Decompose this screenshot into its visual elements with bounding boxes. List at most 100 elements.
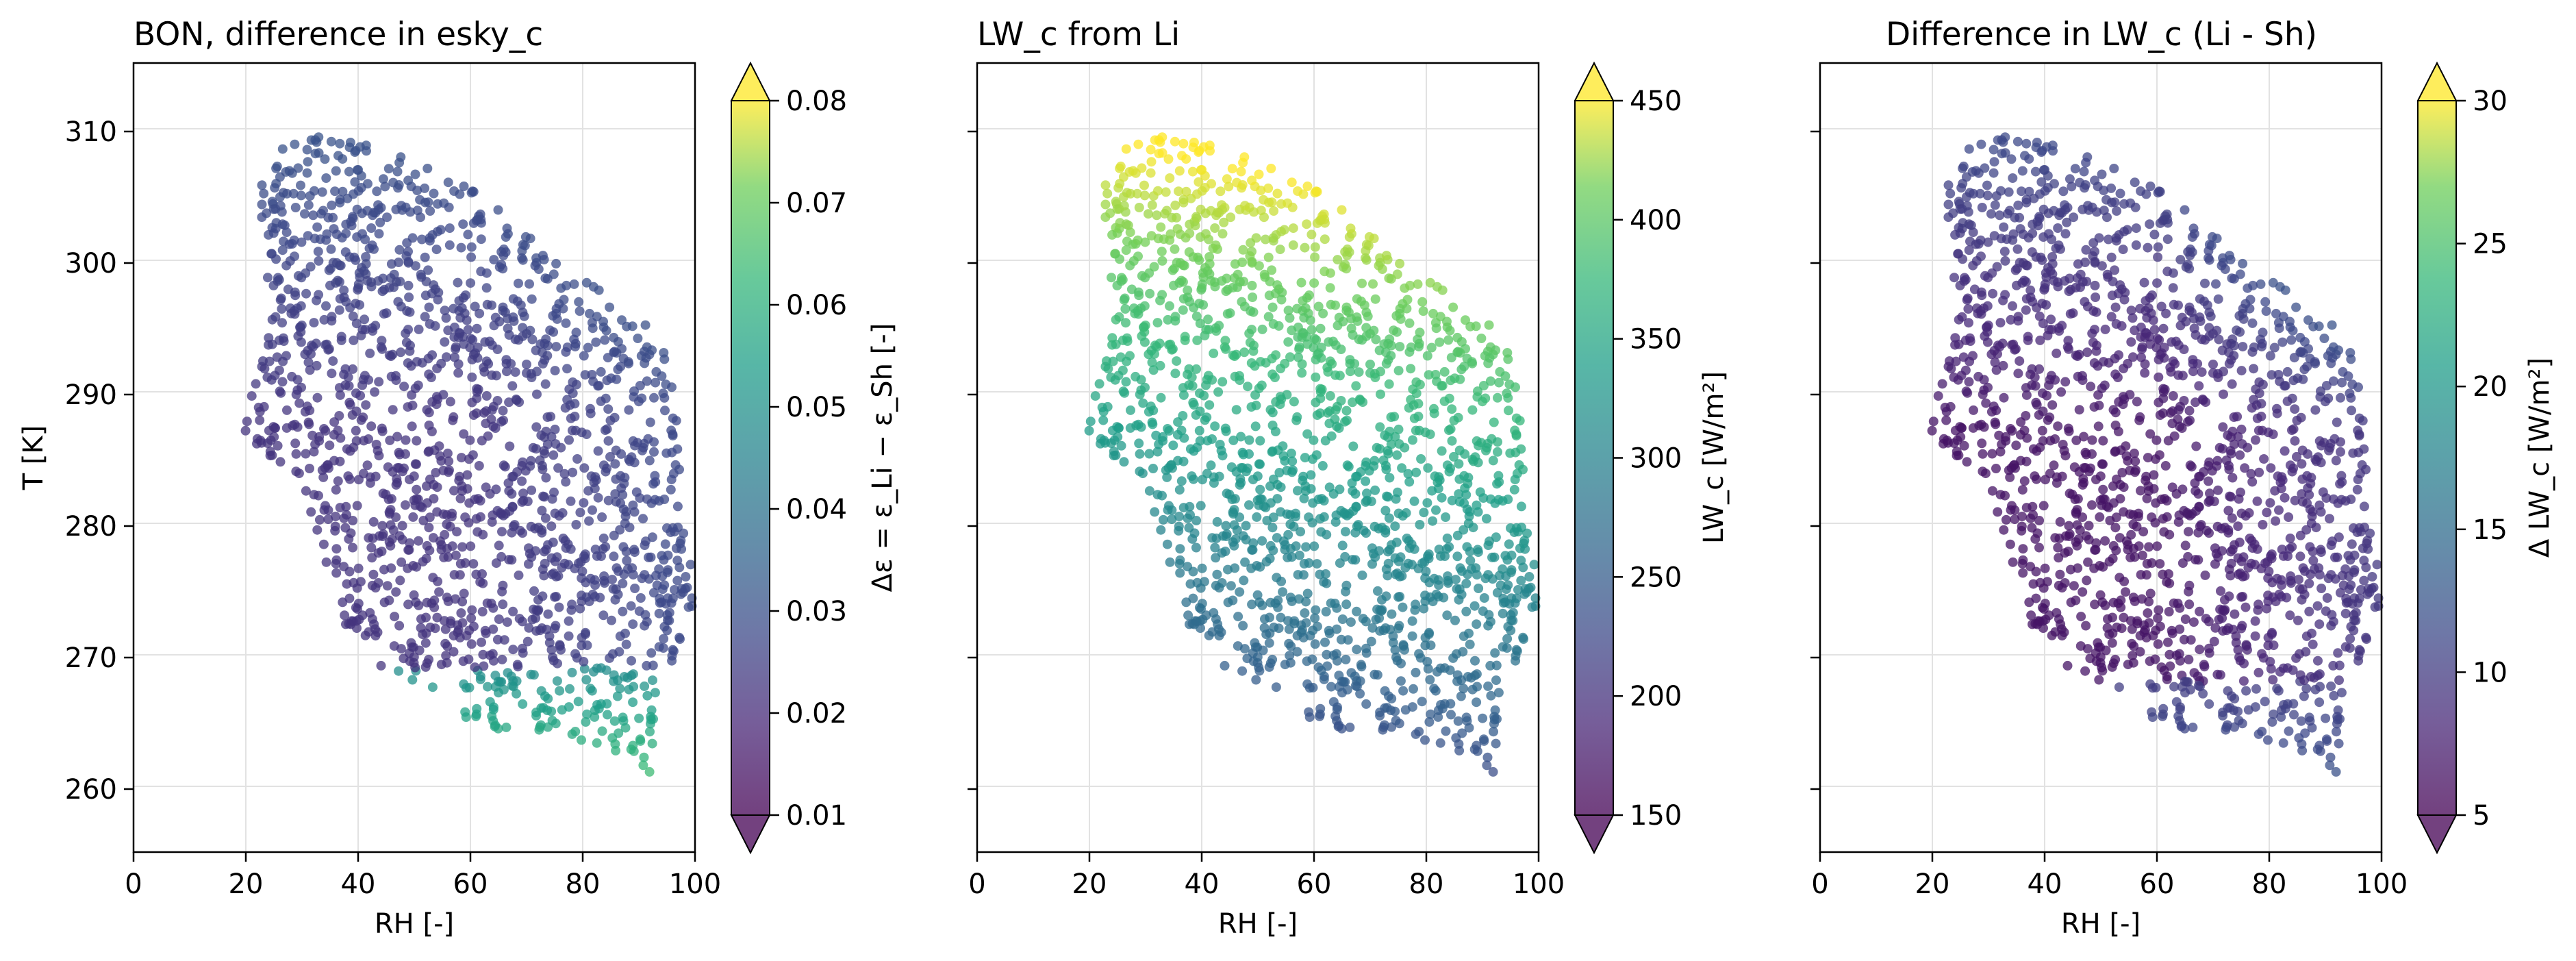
scatter-point <box>1449 415 1459 425</box>
scatter-point <box>1506 550 1517 560</box>
scatter-point <box>391 371 401 381</box>
scatter-point <box>666 484 676 495</box>
scatter-point <box>2322 736 2332 746</box>
scatter-point <box>2051 348 2062 358</box>
scatter-point <box>313 247 323 257</box>
scatter-point <box>2247 318 2258 328</box>
scatter-point <box>1459 631 1469 641</box>
scatter-point <box>2008 173 2018 183</box>
scatter-point <box>2023 335 2033 345</box>
scatter-point <box>1252 652 1263 662</box>
scatter-point <box>1949 372 1959 382</box>
scatter-point <box>403 247 413 257</box>
scatter-point <box>1435 738 1445 748</box>
scatter-point <box>2189 323 2199 334</box>
scatter-point <box>532 389 542 399</box>
scatter-point <box>2084 521 2094 531</box>
scatter-point <box>507 502 518 512</box>
scatter-point <box>2234 652 2244 662</box>
scatter-point <box>2164 649 2175 660</box>
scatter-point <box>1156 525 1166 535</box>
scatter-point <box>2333 648 2343 658</box>
scatter-point <box>579 664 590 674</box>
scatter-point <box>2204 308 2214 318</box>
scatter-point <box>2226 355 2236 365</box>
scatter-point <box>529 586 539 596</box>
scatter-point <box>2069 462 2080 472</box>
scatter-point <box>2353 475 2363 485</box>
scatter-point <box>581 429 592 439</box>
scatter-point <box>383 495 394 504</box>
scatter-point <box>1482 514 1491 524</box>
scatter-point <box>1407 616 1417 626</box>
scatter-point <box>1411 425 1421 436</box>
scatter-point <box>612 691 622 701</box>
scatter-point <box>1285 313 1295 323</box>
scatter-point <box>2008 339 2019 349</box>
scatter-point <box>1302 588 1313 599</box>
scatter-point <box>1463 473 1474 483</box>
scatter-point <box>1238 531 1248 541</box>
scatter-point <box>1172 212 1182 223</box>
scatter-point <box>401 435 411 445</box>
scatter-point <box>1381 591 1391 601</box>
scatter-point <box>1162 472 1172 482</box>
colorbar-label: Δ LW_c [W/m²] <box>2524 358 2555 558</box>
scatter-point <box>2107 638 2117 648</box>
scatter-point <box>1447 436 1457 446</box>
scatter-point <box>442 510 452 520</box>
scatter-point <box>431 468 441 477</box>
scatter-point <box>2015 212 2025 223</box>
scatter-point <box>2088 306 2099 316</box>
scatter-point <box>2256 399 2266 409</box>
scatter-point <box>1521 587 1532 597</box>
scatter-point <box>2190 486 2201 496</box>
scatter-point <box>1310 613 1320 623</box>
scatter-point <box>1162 539 1172 549</box>
scatter-point <box>483 682 493 692</box>
scatter-point <box>585 573 596 584</box>
scatter-point <box>2210 559 2220 569</box>
scatter-point <box>639 752 649 762</box>
scatter-point <box>425 233 435 243</box>
scatter-point <box>2326 570 2336 580</box>
scatter-point <box>2238 258 2248 269</box>
scatter-point <box>1192 335 1202 345</box>
scatter-point <box>2060 578 2070 588</box>
scatter-point <box>646 648 657 658</box>
scatter-point <box>1201 610 1211 621</box>
scatter-point <box>1384 273 1394 284</box>
scatter-point <box>465 435 475 445</box>
colorbar-gradient <box>731 100 770 816</box>
scatter-point <box>412 436 422 446</box>
scatter-point <box>463 325 473 335</box>
scatter-point <box>2154 605 2164 615</box>
scatter-point <box>464 498 475 508</box>
scatter-point <box>667 656 677 666</box>
scatter-point <box>396 557 407 567</box>
scatter-point <box>2034 213 2045 223</box>
scatter-point <box>472 387 482 397</box>
scatter-point <box>501 232 511 242</box>
scatter-point <box>294 469 304 479</box>
scatter-point <box>2153 242 2163 252</box>
scatter-point <box>508 521 518 532</box>
scatter-point <box>2332 712 2343 722</box>
scatter-point <box>2036 177 2047 187</box>
scatter-point <box>2086 382 2096 392</box>
scatter-point <box>2137 342 2147 352</box>
scatter-point <box>2087 435 2097 445</box>
scatter-point <box>1413 279 1423 289</box>
scatter-point <box>449 647 459 657</box>
scatter-point <box>1374 613 1385 623</box>
scatter-point <box>2336 688 2347 698</box>
scatter-point <box>1493 495 1504 505</box>
scatter-point <box>2054 240 2064 251</box>
scatter-point <box>2013 316 2023 326</box>
scatter-point <box>2253 667 2264 677</box>
scatter-point <box>314 290 324 300</box>
scatter-point <box>1407 631 1417 641</box>
scatter-point <box>442 352 451 362</box>
scatter-point <box>1175 544 1185 554</box>
